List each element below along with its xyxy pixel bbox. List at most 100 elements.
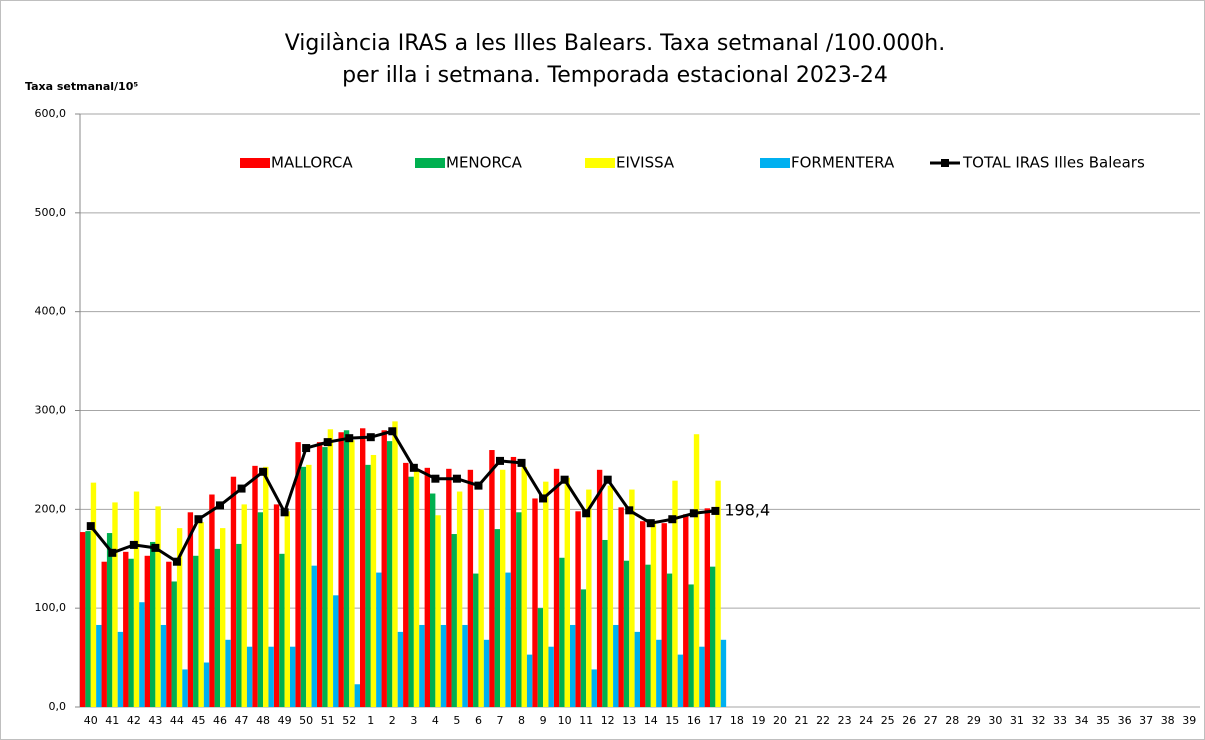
- line-marker: [452, 474, 461, 483]
- y-tick-label: 200,0: [35, 502, 67, 515]
- x-tick-label: 21: [795, 714, 809, 727]
- bar: [424, 467, 430, 707]
- x-tick-label: 15: [665, 714, 679, 727]
- bar: [430, 493, 436, 707]
- bar: [543, 481, 549, 707]
- x-tick-label: 43: [148, 714, 162, 727]
- line-marker: [517, 458, 526, 467]
- x-tick-label: 5: [453, 714, 460, 727]
- bar: [166, 561, 172, 707]
- x-tick-label: 49: [278, 714, 292, 727]
- line-marker: [86, 522, 95, 531]
- y-tick-label: 100,0: [35, 601, 67, 614]
- line-marker: [108, 548, 117, 557]
- bar: [473, 573, 479, 707]
- x-tick-label: 41: [105, 714, 119, 727]
- bar: [128, 558, 134, 707]
- bar: [408, 476, 414, 707]
- bar: [489, 450, 495, 707]
- line-marker: [280, 508, 289, 517]
- bar: [516, 512, 522, 707]
- x-tick-label: 4: [432, 714, 439, 727]
- bar: [537, 608, 544, 707]
- chart-subtitle: per illa i setmana. Temporada estacional…: [342, 63, 888, 88]
- x-tick-label: 19: [751, 714, 765, 727]
- bar: [467, 469, 474, 707]
- x-tick-label: 9: [540, 714, 547, 727]
- bar: [343, 430, 350, 707]
- data-label: 198,4: [724, 500, 770, 519]
- bar: [290, 646, 296, 707]
- bar: [117, 631, 124, 707]
- bar: [704, 508, 710, 707]
- bar: [123, 551, 129, 707]
- bar: [327, 429, 334, 707]
- bar: [193, 555, 199, 707]
- bar: [403, 462, 409, 707]
- bar: [241, 504, 247, 707]
- bar: [640, 521, 646, 707]
- bar: [80, 532, 86, 707]
- x-tick-label: 33: [1053, 714, 1067, 727]
- bar: [413, 468, 420, 707]
- bar: [246, 646, 253, 707]
- bar: [90, 482, 97, 707]
- x-tick-label: 13: [622, 714, 636, 727]
- x-tick-label: 28: [945, 714, 959, 727]
- x-tick-label: 44: [170, 714, 184, 727]
- bar: [553, 468, 560, 707]
- bar: [306, 464, 312, 707]
- x-tick-label: 52: [342, 714, 356, 727]
- x-tick-label: 47: [235, 714, 249, 727]
- x-tick-label: 18: [730, 714, 744, 727]
- bar: [144, 555, 150, 707]
- bar: [656, 639, 662, 707]
- legend-swatch: [760, 158, 790, 168]
- line-marker: [496, 456, 504, 465]
- bar: [494, 529, 500, 707]
- bar: [112, 502, 118, 707]
- line-marker: [625, 506, 634, 515]
- bar: [252, 465, 258, 707]
- bar: [230, 476, 237, 707]
- x-tick-label: 29: [967, 714, 981, 727]
- bar: [155, 506, 161, 707]
- legend-label: FORMENTERA: [791, 154, 895, 172]
- bar: [273, 504, 280, 707]
- line-marker: [237, 484, 246, 493]
- x-tick-label: 25: [881, 714, 895, 727]
- bar: [570, 624, 576, 707]
- bar: [715, 480, 721, 707]
- bar: [349, 440, 355, 707]
- bar: [295, 442, 301, 707]
- y-tick-label: 500,0: [35, 206, 67, 219]
- bar: [500, 469, 506, 707]
- x-tick-label: 48: [256, 714, 270, 727]
- x-tick-label: 46: [213, 714, 227, 727]
- x-tick-label: 1: [367, 714, 374, 727]
- bar: [284, 511, 290, 707]
- x-tick-label: 42: [127, 714, 141, 727]
- x-tick-label: 27: [924, 714, 938, 727]
- bar: [203, 662, 210, 707]
- x-tick-label: 22: [816, 714, 830, 727]
- x-tick-label: 31: [1010, 714, 1024, 727]
- y-tick-label: 600,0: [35, 107, 67, 120]
- bar: [85, 531, 91, 707]
- bar: [268, 646, 274, 707]
- x-tick-label: 17: [708, 714, 722, 727]
- x-tick-label: 20: [773, 714, 787, 727]
- bar: [187, 512, 194, 707]
- x-tick-label: 30: [988, 714, 1002, 727]
- x-tick-label: 7: [497, 714, 504, 727]
- bar: [446, 468, 452, 707]
- x-tick-label: 11: [579, 714, 593, 727]
- bar: [316, 442, 323, 707]
- bar: [661, 523, 667, 707]
- bar: [559, 557, 565, 707]
- legend-label: MENORCA: [446, 154, 523, 172]
- line-marker: [151, 543, 160, 552]
- bar: [613, 624, 619, 707]
- bar: [150, 541, 156, 707]
